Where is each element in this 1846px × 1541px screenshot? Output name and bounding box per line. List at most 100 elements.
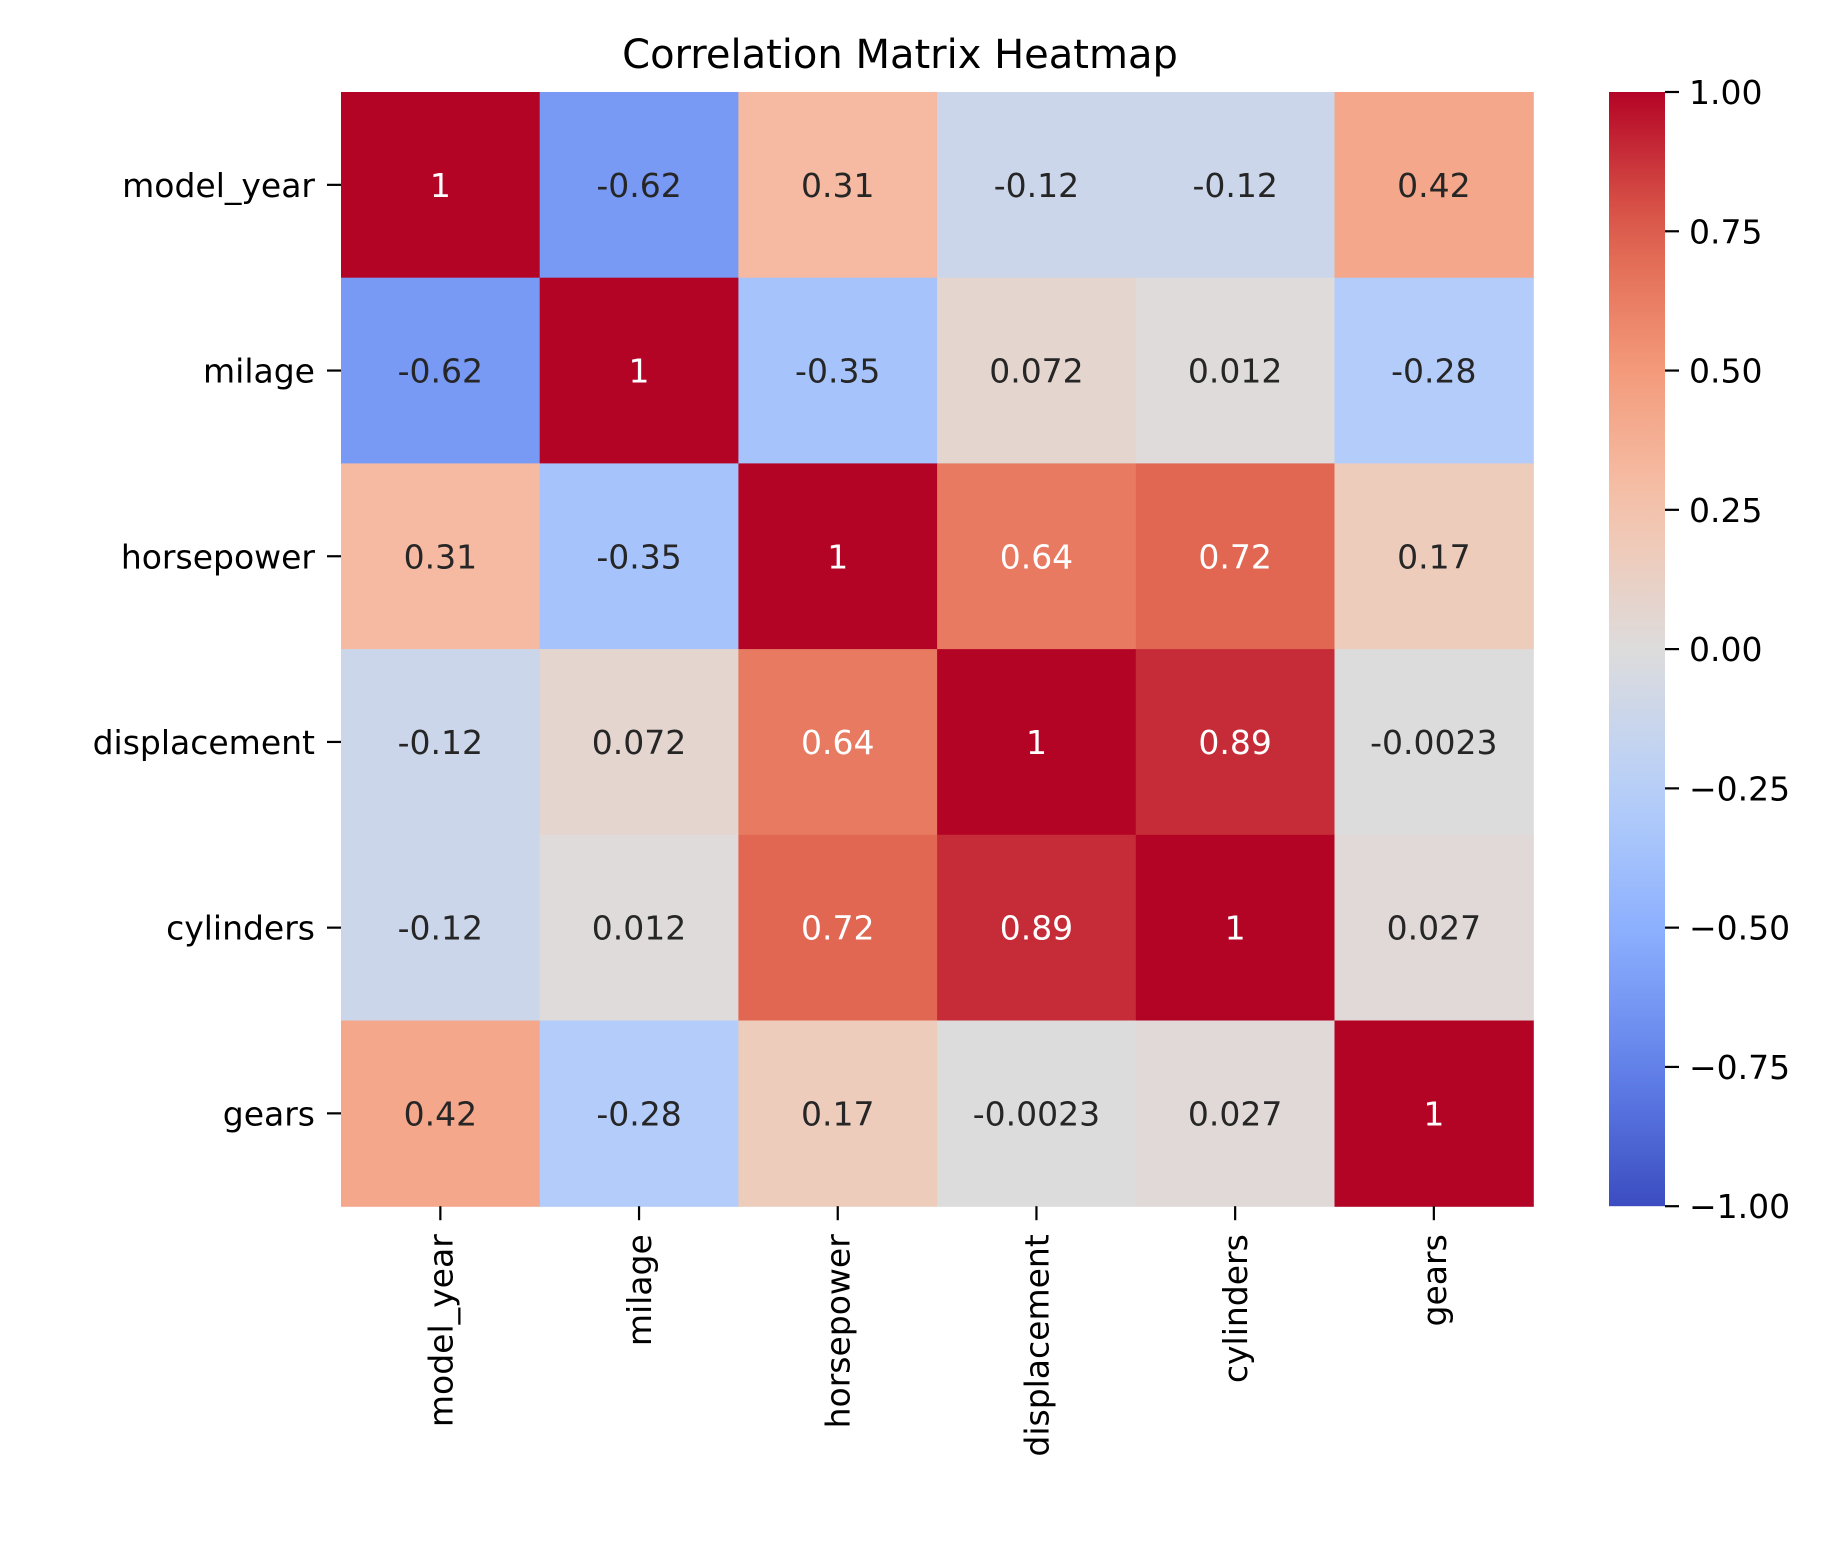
cell-value-label: 0.89	[1000, 909, 1073, 948]
heatmap-cell	[539, 834, 739, 1022]
colorbar-gradient	[1609, 92, 1665, 1207]
cell-value-label: -0.12	[994, 166, 1079, 205]
colorbar-tick-label: 0.00	[1689, 630, 1762, 669]
heatmap-cell	[1334, 463, 1534, 650]
heatmap-cell	[1135, 1020, 1336, 1207]
y-tick-label: gears	[223, 1094, 315, 1133]
x-tick-label: horsepower	[819, 1234, 858, 1429]
heatmap-cell	[738, 463, 938, 650]
cell-value-label: -0.12	[1192, 166, 1277, 205]
heatmap-cell	[738, 649, 938, 836]
heatmap-cell	[1135, 277, 1336, 464]
heatmap-cell	[738, 834, 938, 1022]
cell-value-label: 1	[629, 352, 650, 391]
cell-value-label: -0.35	[596, 537, 681, 576]
colorbar: 1.00 0.75 0.50 0.25 0.00 −0.25 −0.50 −0.75 −1.00	[1609, 73, 1790, 1226]
heatmap-cell	[738, 1020, 938, 1207]
heatmap-cell	[341, 1020, 541, 1207]
cell-value-label: 0.17	[801, 1094, 874, 1133]
heatmap-cells: 1 -0.62 0.31 -0.12 -0.12 0.42 -0.62 1 -0.35 0.072…	[341, 92, 1534, 1207]
x-axis: model_year milage horsepower displacement cy…	[421, 1206, 1454, 1457]
cell-value-label: -0.62	[398, 352, 483, 391]
heatmap-cell	[738, 92, 938, 279]
cell-value-label: 1	[1423, 1094, 1444, 1133]
chart-title: Correlation Matrix Heatmap	[622, 32, 1178, 78]
cell-value-label: 0.42	[1397, 166, 1470, 205]
cell-value-label: 0.31	[801, 166, 874, 205]
cell-value-label: -0.0023	[973, 1094, 1100, 1133]
heatmap-cell	[341, 463, 541, 650]
colorbar-tick-label: −0.50	[1689, 909, 1790, 948]
cell-value-label: 0.072	[989, 352, 1083, 391]
heatmap-cell	[1135, 463, 1336, 650]
heatmap-cell	[937, 463, 1137, 650]
colorbar-tick-label: 0.25	[1689, 491, 1762, 530]
cell-value-label: -0.28	[1391, 352, 1476, 391]
heatmap-cell	[937, 649, 1137, 836]
y-tick-label: cylinders	[166, 909, 315, 948]
cell-value-label: 0.64	[1000, 537, 1073, 576]
cell-value-label: 1	[1026, 723, 1047, 762]
x-tick-label: displacement	[1017, 1234, 1056, 1456]
cell-value-label: -0.0023	[1370, 723, 1497, 762]
heatmap-cell	[341, 92, 541, 279]
heatmap-cell	[1334, 649, 1534, 836]
x-tick-label: cylinders	[1216, 1234, 1255, 1383]
cell-value-label: 0.64	[801, 723, 874, 762]
heatmap-cell	[1135, 834, 1336, 1022]
cell-value-label: 0.027	[1188, 1094, 1282, 1133]
y-tick-label: horsepower	[121, 537, 316, 576]
x-tick-label: milage	[620, 1234, 659, 1346]
heatmap-cell	[341, 834, 541, 1022]
cell-value-label: -0.12	[398, 723, 483, 762]
heatmap-cell	[1334, 277, 1534, 464]
heatmap-cell	[1334, 1020, 1534, 1207]
cell-value-label: -0.28	[596, 1094, 681, 1133]
heatmap-cell	[539, 649, 739, 836]
cell-value-label: -0.12	[398, 909, 483, 948]
heatmap-cell	[1135, 649, 1336, 836]
colorbar-tick-label: −1.00	[1689, 1187, 1790, 1226]
cell-value-label: 0.027	[1387, 909, 1481, 948]
heatmap-cell	[937, 92, 1137, 279]
y-tick-label: milage	[203, 352, 315, 391]
heatmap-cell	[539, 92, 739, 279]
colorbar-tick-label: 0.75	[1689, 212, 1762, 251]
heatmap-cell	[937, 277, 1137, 464]
colorbar-tick-label: 1.00	[1689, 73, 1762, 112]
x-tick-label: gears	[1415, 1234, 1454, 1326]
cell-value-label: -0.35	[795, 352, 880, 391]
cell-value-label: 0.072	[592, 723, 686, 762]
heatmap-cell	[937, 834, 1137, 1022]
cell-value-label: 0.89	[1198, 723, 1271, 762]
heatmap-cell	[539, 463, 739, 650]
x-tick-label: model_year	[421, 1234, 460, 1427]
heatmap-cell	[341, 649, 541, 836]
cell-value-label: 0.012	[1188, 352, 1282, 391]
heatmap-cell	[937, 1020, 1137, 1207]
cell-value-label: 0.72	[801, 909, 874, 948]
y-tick-label: model_year	[122, 166, 315, 205]
colorbar-tick-label: 0.50	[1689, 352, 1762, 391]
cell-value-label: 1	[1225, 909, 1246, 948]
heatmap-cell	[539, 277, 739, 464]
cell-value-label: 0.42	[404, 1094, 477, 1133]
heatmap-cell	[1334, 834, 1534, 1022]
cell-value-label: 0.012	[592, 909, 686, 948]
cell-value-label: 1	[827, 537, 848, 576]
heatmap-cell	[341, 277, 541, 464]
cell-value-label: 0.72	[1198, 537, 1271, 576]
cell-value-label: -0.62	[596, 166, 681, 205]
heatmap-cell	[738, 277, 938, 464]
y-tick-label: displacement	[93, 723, 315, 762]
heatmap-cell	[1334, 92, 1534, 279]
cell-value-label: 1	[430, 166, 451, 205]
heatmap-cell	[1135, 92, 1336, 279]
heatmap-cell	[539, 1020, 739, 1207]
colorbar-tick-label: −0.25	[1689, 769, 1790, 808]
cell-value-label: 0.31	[404, 537, 477, 576]
colorbar-tick-label: −0.75	[1689, 1048, 1790, 1087]
cell-value-label: 0.17	[1397, 537, 1470, 576]
